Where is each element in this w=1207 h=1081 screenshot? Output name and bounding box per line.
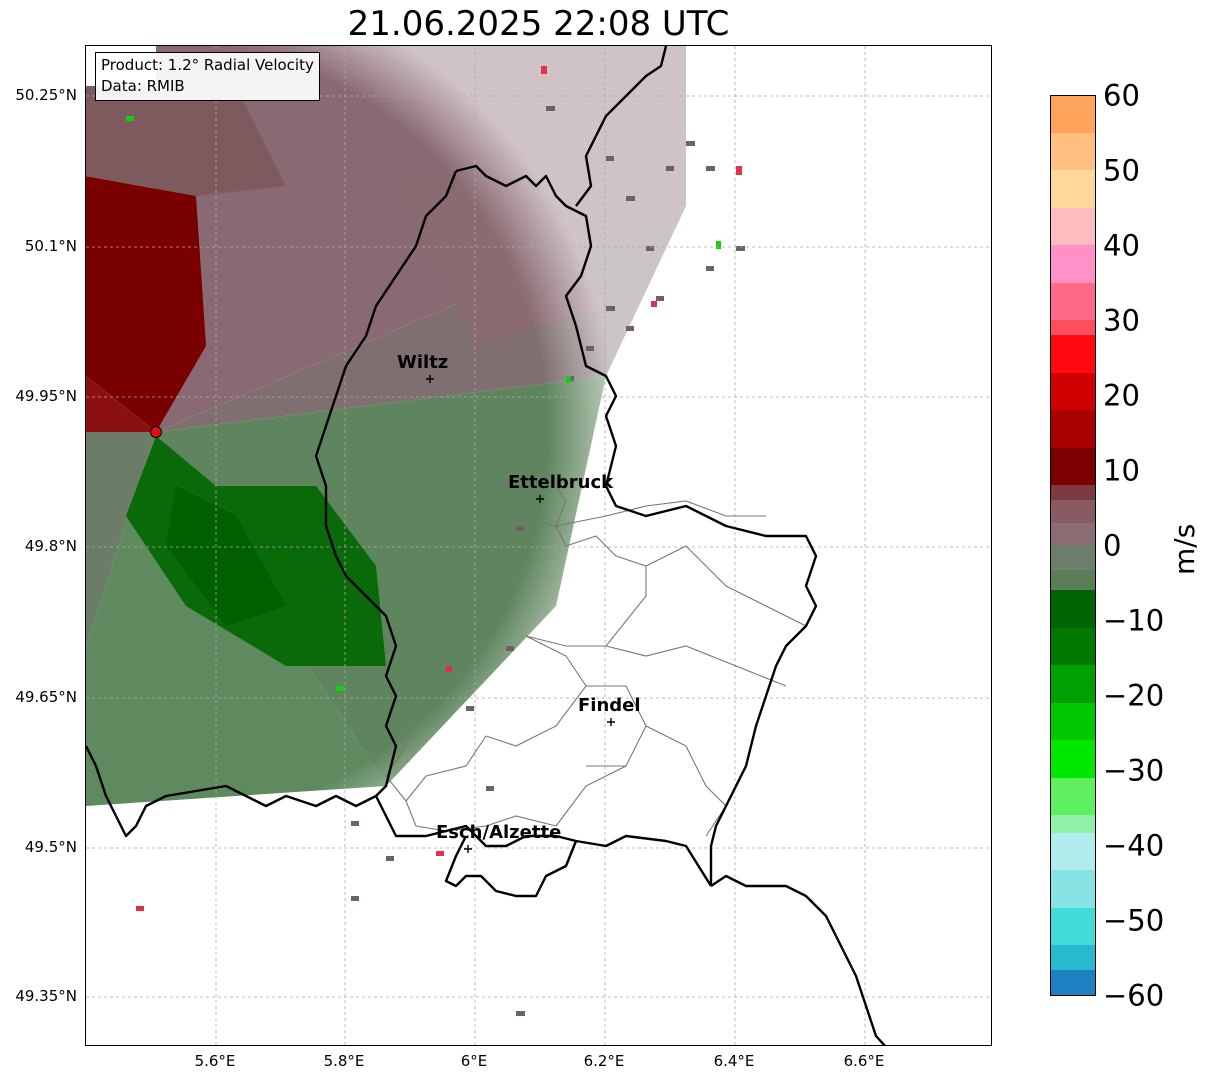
colorbar-tick: 40 [1103,228,1140,263]
canton-boundaries [370,455,807,837]
colorbar-tick: 60 [1103,78,1140,113]
city-label-findel: Findel [578,695,641,716]
radar-echo-speckles-green [126,116,721,691]
ettelbruck-marker [536,495,544,503]
colorbar-tick: −20 [1103,678,1165,713]
lat-label: 49.8°N [24,537,77,555]
lat-label: 49.65°N [15,688,77,706]
colorbar-tick: −60 [1103,978,1165,1013]
lat-label: 49.95°N [15,387,77,405]
radar-echo-speckles [351,106,745,1016]
radar-map[interactable] [85,45,992,1046]
product-info-box: Product: 1.2° Radial Velocity Data: RMIB [95,52,320,101]
colorbar-tick: 20 [1103,378,1140,413]
velocity-colorbar [1050,95,1096,996]
lon-label: 6.4°E [713,1052,755,1070]
lon-label: 6°E [460,1052,488,1070]
lat-label: 49.35°N [15,987,77,1005]
colorbar-tick: −10 [1103,603,1165,638]
esch-marker [464,845,472,853]
city-label-esch: Esch/Alzette [436,822,562,843]
lon-label: 6.2°E [583,1052,625,1070]
colorbar-tick: 30 [1103,303,1140,338]
lon-label: 5.6°E [194,1052,236,1070]
wiltz-marker [426,375,434,383]
lat-label: 50.1°N [24,237,77,255]
radar-velocity-field [86,46,991,1045]
lon-label: 5.8°E [323,1052,365,1070]
colorbar-tick: −40 [1103,828,1165,863]
colorbar-tick: −30 [1103,753,1165,788]
colorbar-tick: −50 [1103,903,1165,938]
colorbar-tick: 50 [1103,153,1140,188]
map-gridlines [86,46,991,1045]
colorbar-tick: 10 [1103,453,1140,488]
lat-label: 49.5°N [24,838,77,856]
country-borders [86,46,886,1045]
city-markers [426,375,615,853]
radar-echo-speckles-red [136,66,742,911]
lon-label: 6.6°E [843,1052,885,1070]
city-label-wiltz: Wiltz [397,352,449,373]
radar-site-marker [150,426,162,438]
colorbar-tick: 0 [1103,528,1122,563]
city-label-ettelbruck: Ettelbruck [508,472,614,493]
lat-label: 50.25°N [15,86,77,104]
colorbar-unit-label: m/s [1168,523,1201,575]
findel-marker [607,718,615,726]
data-source-label: Data: RMIB [101,77,185,95]
radar-map-canvas [86,46,991,1045]
product-label: Product: 1.2° Radial Velocity [101,56,314,74]
map-title: 21.06.2025 22:08 UTC [347,4,730,44]
